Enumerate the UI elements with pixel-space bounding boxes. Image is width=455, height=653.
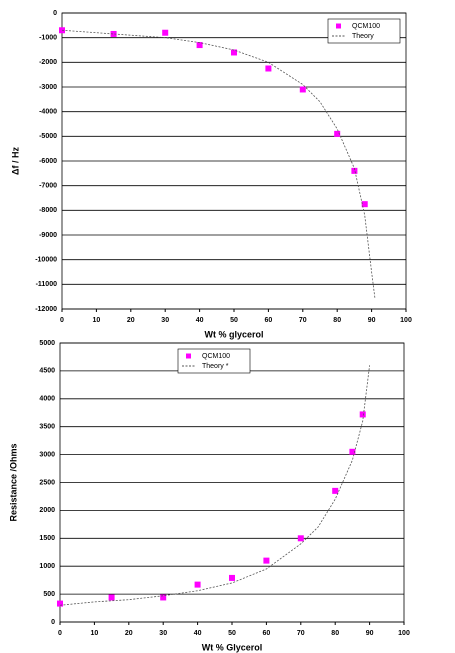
y-tick-label: -6000 [39,158,57,165]
theory-line [61,29,376,300]
y-tick-label: -2000 [39,59,57,66]
legend-label: QCM100 [352,23,380,30]
y-tick-label: -10000 [35,257,57,264]
data-point [351,167,358,174]
x-tick-label: 10 [91,630,99,637]
data-point [299,86,306,93]
y-tick-label: 4500 [39,368,55,375]
y-tick-label: 2000 [39,507,55,514]
y-tick-label: -11000 [36,281,58,288]
x-tick-label: 80 [331,630,339,637]
y-tick-label: -9000 [39,232,57,239]
data-point [196,42,203,49]
x-tick-label: 10 [93,317,101,324]
y-tick-label: 3500 [39,424,55,431]
legend-label: Theory [352,33,374,40]
data-point [332,487,339,494]
data-point [297,535,304,542]
y-tick-label: 1500 [39,535,55,542]
y-tick-label: -4000 [39,109,57,116]
y-tick-label: 500 [43,591,55,598]
legend-box [177,348,251,374]
plot-frame [61,12,407,310]
plot-frame [59,342,405,623]
x-tick-label: 80 [333,317,341,324]
x-axis-label: Wt % glycerol [204,329,263,339]
x-tick-label: 0 [60,317,64,324]
x-tick-label: 40 [194,630,202,637]
legend-box [327,18,401,44]
x-tick-label: 40 [196,317,204,324]
data-point [359,411,366,418]
data-point [162,29,169,36]
y-tick-label: -7000 [39,183,57,190]
x-tick-label: 100 [398,630,410,637]
y-tick-label: 5000 [39,340,55,347]
x-tick-label: 70 [297,630,305,637]
data-point [231,49,237,56]
y-tick-label: -3000 [39,84,57,91]
x-tick-label: 60 [263,630,271,637]
x-axis-label: Wt % Glycerol [202,642,263,652]
legend-label: Theory * [202,363,229,370]
data-point [194,581,201,588]
x-tick-label: 20 [125,630,133,637]
x-tick-label: 60 [265,317,273,324]
data-point [263,557,270,564]
legend-marker [336,23,341,29]
data-point [108,594,115,601]
y-tick-label: -1000 [39,35,57,42]
x-tick-label: 70 [299,317,307,324]
data-point [349,448,356,455]
y-axis-label: Resistance /Ohms [8,443,18,521]
y-tick-label: -5000 [39,133,57,140]
y-tick-label: -8000 [39,207,57,214]
data-point [110,30,117,37]
y-axis-label: Δf / Hz [10,147,20,175]
legend-marker [186,353,191,359]
y-tick-label: -12000 [35,306,57,313]
data-point [265,65,272,72]
y-tick-label: 1000 [39,563,55,570]
y-tick-label: 0 [53,10,57,17]
x-tick-label: 0 [58,630,62,637]
data-point [160,594,167,601]
data-point [229,574,235,581]
x-tick-label: 100 [400,317,412,324]
x-tick-label: 50 [228,630,236,637]
x-tick-label: 30 [161,317,169,324]
x-tick-label: 20 [127,317,135,324]
data-point [334,130,341,137]
legend-label: QCM100 [202,353,230,360]
x-tick-label: 50 [230,317,238,324]
theory-line [59,365,370,606]
y-tick-label: 0 [51,619,55,626]
x-tick-label: 30 [159,630,167,637]
x-tick-label: 90 [366,630,374,637]
y-tick-label: 2500 [39,479,55,486]
y-tick-label: 4000 [39,396,55,403]
data-point [57,600,63,607]
x-tick-label: 90 [368,317,376,324]
data-point [361,201,368,208]
y-tick-label: 3000 [39,451,55,458]
